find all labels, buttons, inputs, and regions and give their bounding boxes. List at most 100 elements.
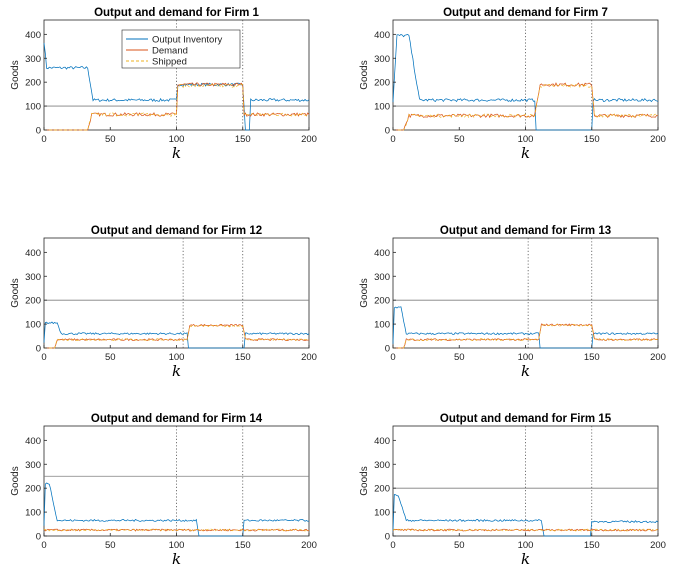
y-tick-label: 200 [374, 296, 390, 307]
chart-title: Output and demand for Firm 12 [91, 225, 262, 237]
x-tick-label: 0 [41, 540, 46, 551]
y-tick-label: 0 [385, 126, 390, 137]
y-tick-label: 0 [36, 344, 41, 355]
axes-box [43, 237, 310, 349]
y-tick-label: 200 [374, 484, 390, 495]
series-line-inventory [43, 482, 310, 537]
series-line-shipped [43, 528, 310, 532]
y-tick-label: 0 [385, 532, 390, 543]
series-line-inventory [392, 306, 659, 349]
series-line-shipped [393, 324, 659, 349]
y-tick-label: 200 [25, 78, 41, 89]
series-line-shipped [44, 83, 310, 131]
y-tick-label: 300 [374, 54, 390, 65]
x-axis-label: k [521, 362, 530, 380]
x-tick-label: 50 [105, 134, 116, 145]
x-tick-label: 150 [584, 352, 600, 363]
x-tick-label: 150 [235, 352, 251, 363]
series-line-shipped [44, 324, 310, 349]
series-line-shipped [392, 528, 659, 532]
x-tick-label: 0 [390, 134, 395, 145]
y-axis-label: Goods [10, 278, 21, 307]
x-tick-label: 0 [390, 352, 395, 363]
y-tick-label: 300 [25, 460, 41, 471]
y-axis-label: Goods [359, 466, 370, 495]
legend-label-shipped: Shipped [152, 57, 187, 68]
x-tick-label: 50 [454, 540, 465, 551]
y-tick-label: 100 [374, 508, 390, 519]
chart-title: Output and demand for Firm 1 [94, 7, 259, 19]
x-axis-label: k [521, 550, 530, 568]
x-tick-label: 150 [235, 134, 251, 145]
chart-panel-3: Output and demand for Firm 12 0 50 100 150 20… [10, 225, 317, 380]
y-tick-label: 100 [374, 320, 390, 331]
x-tick-label: 150 [584, 540, 600, 551]
y-tick-label: 300 [25, 272, 41, 283]
y-tick-label: 400 [374, 30, 390, 41]
y-tick-label: 0 [36, 532, 41, 543]
x-tick-label: 0 [41, 134, 46, 145]
series-line-demand [393, 82, 659, 131]
chart-panel-5: Output and demand for Firm 14 0 50 100 150 20… [10, 413, 317, 568]
y-tick-label: 300 [25, 54, 41, 65]
y-tick-label: 400 [374, 436, 390, 447]
series-line-inventory [392, 494, 659, 537]
x-tick-label: 200 [650, 134, 666, 145]
x-tick-label: 200 [650, 352, 666, 363]
chart-panel-6: Output and demand for Firm 15 0 50 100 150 20… [359, 413, 666, 568]
chart-panel-2: Output and demand for Firm 7 0 50 100 150 200… [359, 7, 666, 162]
legend-label-demand: Demand [152, 46, 188, 57]
x-tick-label: 200 [650, 540, 666, 551]
series-line-inventory [392, 34, 659, 131]
y-tick-label: 400 [25, 248, 41, 259]
series-line-inventory [43, 42, 310, 131]
y-tick-label: 100 [25, 508, 41, 519]
y-tick-label: 400 [25, 436, 41, 447]
y-tick-label: 300 [374, 272, 390, 283]
y-tick-label: 400 [374, 248, 390, 259]
chart-title: Output and demand for Firm 14 [91, 413, 263, 425]
y-tick-label: 400 [25, 30, 41, 41]
x-tick-label: 100 [518, 540, 534, 551]
x-axis-label: k [521, 144, 530, 162]
x-tick-label: 200 [301, 540, 317, 551]
y-tick-label: 0 [385, 344, 390, 355]
y-tick-label: 200 [374, 78, 390, 89]
x-tick-label: 100 [169, 540, 185, 551]
legend-box [121, 29, 241, 69]
chart-title: Output and demand for Firm 13 [440, 225, 611, 237]
x-tick-label: 50 [105, 540, 116, 551]
x-tick-label: 50 [105, 352, 116, 363]
y-tick-label: 100 [25, 320, 41, 331]
y-tick-label: 100 [374, 102, 390, 113]
chart-panel-1: Output and demand for Firm 1 0 50 100 150 200… [10, 7, 317, 162]
y-tick-label: 300 [374, 460, 390, 471]
x-tick-label: 50 [454, 352, 465, 363]
x-tick-label: 0 [41, 352, 46, 363]
y-tick-label: 200 [25, 296, 41, 307]
axes-box [392, 237, 659, 349]
x-axis-label: k [172, 550, 181, 568]
y-tick-label: 100 [25, 102, 41, 113]
x-axis-label: k [172, 362, 181, 380]
y-axis-label: Goods [359, 278, 370, 307]
x-axis-label: k [172, 144, 181, 162]
x-tick-label: 100 [169, 352, 185, 363]
x-tick-label: 150 [235, 540, 251, 551]
x-tick-label: 150 [584, 134, 600, 145]
x-tick-label: 100 [169, 134, 185, 145]
chart-title: Output and demand for Firm 15 [440, 413, 612, 425]
series-line-shipped [393, 83, 659, 131]
chart-panel-4: Output and demand for Firm 13 0 50 100 150 20… [359, 225, 666, 380]
x-tick-label: 50 [454, 134, 465, 145]
y-axis-label: Goods [10, 60, 21, 89]
legend-label-inventory: Output Inventory [152, 35, 222, 46]
x-tick-label: 200 [301, 352, 317, 363]
x-tick-label: 100 [518, 352, 534, 363]
x-tick-label: 0 [390, 540, 395, 551]
y-tick-label: 0 [36, 126, 41, 137]
y-tick-label: 200 [25, 484, 41, 495]
y-axis-label: Goods [359, 60, 370, 89]
